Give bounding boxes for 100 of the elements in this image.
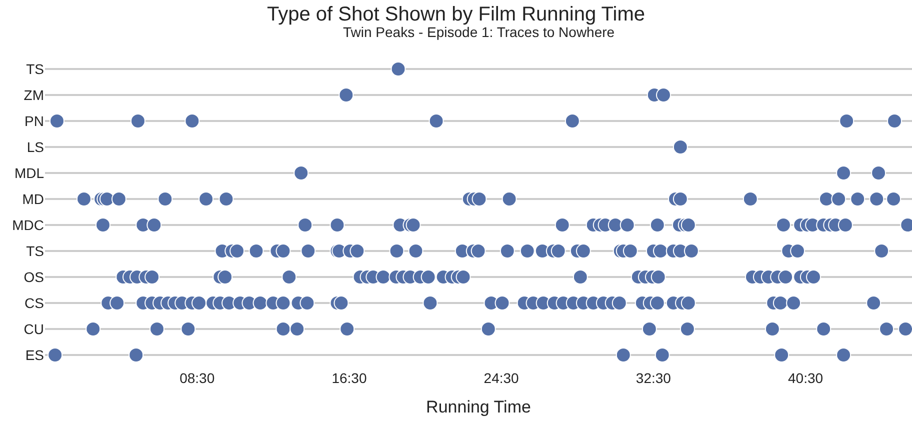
point	[680, 218, 696, 232]
y-tick-label: TS	[26, 60, 44, 77]
point	[48, 348, 63, 362]
point	[192, 296, 207, 310]
point	[850, 192, 866, 206]
point	[290, 322, 305, 336]
point	[408, 244, 424, 258]
point	[184, 114, 200, 128]
point	[180, 322, 196, 336]
point	[502, 192, 517, 206]
point	[422, 296, 438, 310]
point	[128, 348, 144, 362]
point	[300, 296, 315, 310]
point	[650, 218, 665, 232]
point	[294, 166, 309, 180]
point	[887, 114, 902, 128]
point	[500, 244, 515, 258]
y-tick-label: TS	[26, 242, 44, 259]
y-tick-label: ES	[25, 346, 44, 363]
point	[612, 296, 627, 310]
y-tick-label: MDL	[14, 164, 44, 181]
point	[874, 244, 890, 258]
point	[839, 114, 854, 128]
point	[642, 322, 657, 336]
point	[654, 348, 670, 362]
point	[554, 218, 570, 232]
point	[836, 348, 852, 362]
point	[620, 218, 635, 232]
y-tick-label: CU	[24, 320, 44, 337]
point	[672, 192, 688, 206]
x-axis-title: Running Time	[426, 397, 531, 416]
point	[494, 296, 510, 310]
point	[866, 296, 882, 310]
point	[608, 218, 623, 232]
point	[778, 270, 794, 284]
point	[871, 166, 886, 180]
point	[390, 62, 406, 76]
y-tick-label: CS	[24, 294, 44, 311]
point	[389, 244, 404, 258]
point	[334, 296, 349, 310]
point	[111, 192, 126, 206]
point	[276, 322, 291, 336]
point	[564, 114, 580, 128]
point	[572, 270, 588, 284]
point	[110, 296, 125, 310]
point	[276, 296, 291, 310]
point	[672, 140, 688, 154]
point	[806, 270, 822, 284]
y-tick-label: ZM	[24, 86, 44, 103]
point	[158, 192, 173, 206]
y-tick-label: MDC	[12, 216, 44, 233]
point	[886, 192, 902, 206]
point	[818, 192, 834, 206]
x-tick-label: 16:30	[332, 370, 367, 386]
y-tick-label: MD	[22, 190, 44, 207]
point	[836, 166, 852, 180]
point	[684, 244, 699, 258]
point	[406, 218, 421, 232]
point	[869, 192, 884, 206]
point	[790, 244, 806, 258]
point	[248, 244, 264, 258]
point	[146, 218, 162, 232]
point	[230, 244, 245, 258]
point	[300, 244, 316, 258]
point	[616, 348, 631, 362]
point	[76, 192, 92, 206]
point	[330, 218, 345, 232]
point	[376, 270, 391, 284]
point	[831, 192, 846, 206]
point	[472, 192, 487, 206]
point	[680, 322, 695, 336]
point	[680, 296, 696, 310]
point	[276, 244, 291, 258]
chart-subtitle: Twin Peaks - Episode 1: Traces to Nowhere	[343, 24, 615, 40]
point	[742, 192, 758, 206]
point	[576, 244, 591, 258]
point	[340, 322, 355, 336]
point	[772, 296, 788, 310]
point	[898, 322, 912, 336]
point	[656, 88, 671, 102]
point	[218, 270, 233, 284]
point	[652, 244, 668, 258]
point	[764, 322, 780, 336]
y-tick-label: PN	[24, 112, 44, 129]
point	[622, 244, 638, 258]
point	[350, 244, 365, 258]
x-tick-label: 24:30	[484, 370, 520, 386]
point	[338, 88, 354, 102]
point	[149, 322, 164, 336]
point	[480, 322, 496, 336]
y-tick-label: OS	[24, 268, 44, 285]
point	[470, 244, 486, 258]
point	[776, 218, 791, 232]
point	[550, 244, 566, 258]
point	[456, 270, 471, 284]
point	[298, 218, 313, 232]
point	[786, 296, 802, 310]
point	[420, 270, 436, 284]
point	[130, 114, 146, 128]
point	[86, 322, 101, 336]
